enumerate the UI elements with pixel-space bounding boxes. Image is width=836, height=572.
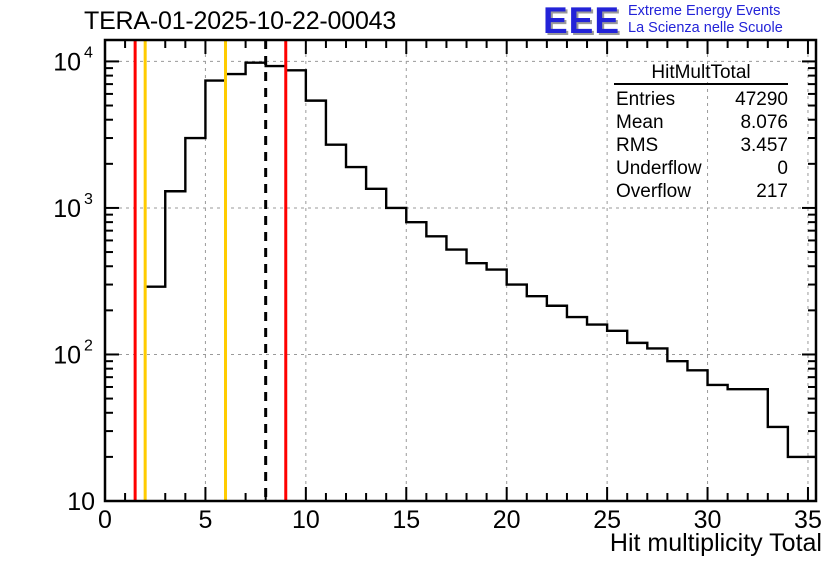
page-title: TERA-01-2025-10-22-00043 <box>84 7 397 35</box>
eee-logo-letters: EEE <box>543 0 621 41</box>
stats-box: HitMultTotal Entries 47290 Mean 8.076 RMS 3.45… <box>614 62 788 202</box>
stats-row-value: 0 <box>777 158 788 179</box>
stats-row-value: 8.076 <box>740 112 788 133</box>
x-tick-label: 0 <box>98 506 112 534</box>
y-tick-label: 10 2 <box>53 337 93 369</box>
y-tick-label: 10 <box>67 488 95 516</box>
eee-logo: EEE Extreme Energy Events La Scienza nel… <box>543 2 833 42</box>
eee-logo-text: Extreme Energy Events La Scienza nelle S… <box>628 3 783 37</box>
stats-row-value: 217 <box>756 181 788 202</box>
svg-text:2: 2 <box>84 337 93 354</box>
x-tick-label: 5 <box>198 506 212 534</box>
stats-title: HitMultTotal <box>651 62 750 83</box>
svg-text:4: 4 <box>84 44 93 61</box>
svg-text:10: 10 <box>53 48 81 76</box>
svg-text:10: 10 <box>53 341 81 369</box>
histogram-outline <box>143 61 816 501</box>
y-tick-label: 10 3 <box>53 191 93 223</box>
x-tick-label: 25 <box>593 506 621 534</box>
x-tick-label: 20 <box>493 506 521 534</box>
stats-row-label: Overflow <box>616 181 691 202</box>
plot-frame <box>103 38 818 503</box>
x-tick-label: 30 <box>694 506 722 534</box>
eee-logo-line2: La Scienza nelle Scuole <box>628 20 783 36</box>
x-tick-label: 15 <box>392 506 420 534</box>
svg-text:3: 3 <box>84 191 93 208</box>
y-tick-label: 10 4 <box>53 44 93 76</box>
stats-row-value: 3.457 <box>740 135 788 156</box>
eee-logo-line1: Extreme Energy Events <box>628 3 781 19</box>
stats-row-label: Entries <box>616 89 675 110</box>
x-axis-title: Hit multiplicity Total <box>609 529 822 557</box>
stats-row-value: 47290 <box>735 89 788 110</box>
svg-text:10: 10 <box>67 488 95 516</box>
stats-row-label: Underflow <box>616 158 702 179</box>
stats-row-label: RMS <box>616 135 658 156</box>
x-tick-label: 10 <box>292 506 320 534</box>
stats-row-label: Mean <box>616 112 664 133</box>
x-tick-label: 35 <box>794 506 822 534</box>
svg-text:10: 10 <box>53 195 81 223</box>
